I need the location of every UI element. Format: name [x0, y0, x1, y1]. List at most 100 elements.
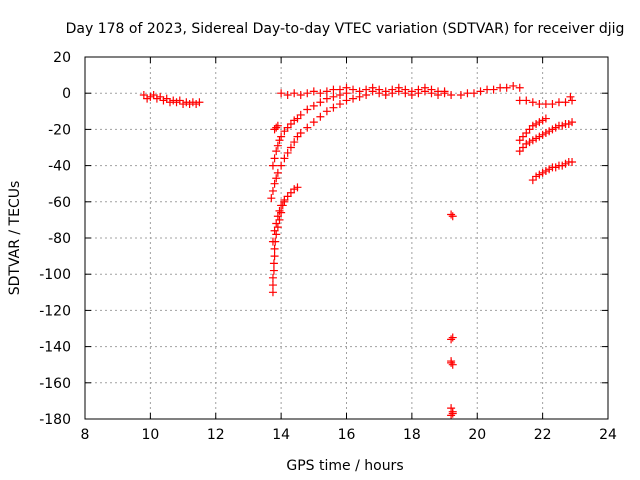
data-point	[195, 98, 204, 107]
data-point	[541, 167, 550, 176]
data-point	[447, 335, 456, 344]
data-point	[273, 223, 282, 232]
data-point	[309, 101, 318, 110]
data-point	[538, 130, 547, 139]
data-point	[162, 94, 171, 103]
data-series-3	[268, 89, 351, 170]
data-point	[329, 103, 338, 112]
data-point	[535, 170, 544, 179]
data-point	[283, 192, 292, 201]
data-point	[447, 91, 456, 100]
data-series-17	[528, 157, 577, 185]
data-point	[551, 163, 560, 172]
data-point	[322, 107, 331, 116]
data-point	[335, 85, 344, 94]
data-point	[375, 89, 384, 98]
data-point	[420, 87, 429, 96]
data-series-9	[447, 210, 457, 221]
data-point	[515, 83, 524, 92]
data-point	[280, 127, 289, 136]
data-series-14	[515, 92, 577, 109]
data-point	[447, 404, 456, 413]
data-point	[447, 358, 456, 367]
data-point	[525, 138, 534, 147]
data-point	[564, 119, 573, 128]
data-point	[270, 179, 279, 188]
data-point	[268, 281, 277, 290]
data-point	[270, 244, 279, 253]
data-point	[267, 194, 276, 203]
data-point	[522, 139, 531, 148]
data-points	[139, 81, 577, 420]
data-point	[283, 148, 292, 157]
data-point	[293, 132, 302, 141]
data-point	[414, 89, 423, 98]
data-point	[548, 100, 557, 109]
axis-ticks: 8 10 12 14 16 18 20 22 24 20 0 -20 -40 -60 -80 -100 -120…	[39, 50, 617, 443]
y-tick-label: -60	[48, 195, 71, 211]
data-point	[566, 92, 575, 101]
data-point	[286, 188, 295, 197]
data-series-11	[447, 357, 457, 369]
data-point	[272, 123, 281, 132]
data-point	[270, 125, 279, 134]
data-point	[509, 81, 518, 90]
data-point	[296, 91, 305, 100]
data-point	[456, 91, 465, 100]
data-point	[268, 288, 277, 297]
data-point	[175, 96, 184, 105]
y-tick-label: -120	[39, 303, 71, 319]
data-point	[528, 121, 537, 130]
data-point	[192, 100, 201, 109]
data-point	[277, 132, 286, 141]
data-point	[143, 94, 152, 103]
data-point	[270, 252, 279, 261]
data-point	[502, 83, 511, 92]
data-point	[541, 114, 550, 123]
data-series-5	[268, 183, 302, 246]
y-tick-label: -40	[48, 159, 71, 175]
x-tick-label: 22	[534, 427, 552, 443]
data-point	[515, 147, 524, 156]
data-point	[548, 125, 557, 134]
data-point	[277, 161, 286, 170]
data-point	[322, 87, 331, 96]
data-point	[349, 85, 358, 94]
data-point	[269, 259, 278, 268]
data-point	[532, 134, 541, 143]
data-point	[342, 83, 351, 92]
data-point	[469, 89, 478, 98]
data-point	[275, 206, 284, 215]
data-point	[535, 132, 544, 141]
x-tick-label: 8	[81, 427, 90, 443]
data-point	[280, 197, 289, 206]
data-point	[268, 161, 277, 170]
data-series-2	[270, 121, 282, 134]
data-point	[532, 172, 541, 181]
data-point	[273, 121, 282, 130]
data-point	[296, 110, 305, 119]
x-axis-title: GPS time / hours	[286, 458, 403, 474]
data-series-8	[368, 87, 456, 100]
data-point	[447, 411, 456, 420]
data-point	[278, 201, 287, 210]
data-point	[146, 92, 155, 101]
data-point	[283, 123, 292, 132]
data-point	[272, 219, 281, 228]
data-point	[290, 185, 299, 194]
data-point	[293, 114, 302, 123]
plot-frame	[84, 56, 609, 420]
data-point	[273, 168, 282, 177]
data-series-4	[267, 91, 371, 203]
data-point	[434, 91, 443, 100]
data-point	[322, 94, 331, 103]
data-point	[270, 154, 279, 163]
data-point	[538, 168, 547, 177]
data-point	[273, 141, 282, 150]
y-axis-title: SDTVAR / TECUs	[7, 181, 23, 296]
data-point	[528, 176, 537, 185]
data-point	[448, 212, 457, 221]
y-tick-label: 0	[62, 86, 71, 102]
data-point	[316, 98, 325, 107]
data-point	[528, 98, 537, 107]
